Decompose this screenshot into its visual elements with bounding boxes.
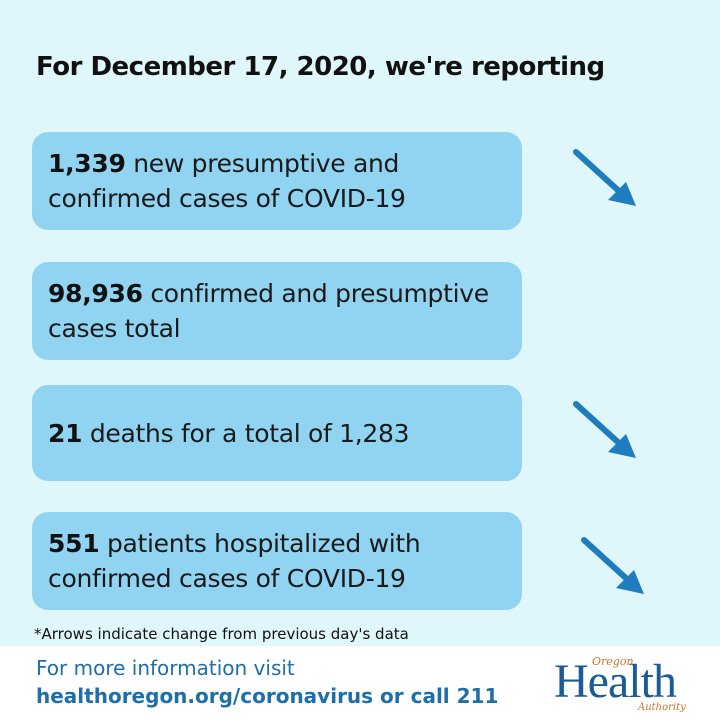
down-arrow-icon: [581, 537, 644, 594]
stat-number: 98,936: [48, 279, 143, 308]
stat-text: 551 patients hospitalized with confirmed…: [48, 526, 512, 596]
stat-card-new-cases: 1,339 new presumptive and confirmed case…: [32, 132, 522, 230]
footer-info-text: For more information visit: [36, 656, 295, 680]
footer: For more information visit healthoregon.…: [0, 646, 720, 720]
logo-authority-word: Authority: [638, 702, 686, 713]
stat-number: 1,339: [48, 149, 126, 178]
stat-text: 21 deaths for a total of 1,283: [48, 416, 410, 451]
stat-description: deaths for a total of 1,283: [82, 418, 410, 448]
stat-number: 21: [48, 418, 83, 448]
down-arrow-icon: [573, 401, 636, 458]
logo-health-word: Health: [554, 655, 677, 708]
stat-card-deaths: 21 deaths for a total of 1,283: [32, 385, 522, 481]
page-title: For December 17, 2020, we're reporting: [36, 52, 605, 82]
oregon-health-authority-logo: Health Oregon Authority: [552, 650, 702, 716]
stat-description: confirmed and presumptive cases total: [48, 279, 489, 343]
logo-oregon-word: Oregon: [592, 655, 634, 668]
stat-card-total-cases: 98,936 confirmed and presumptive cases t…: [32, 262, 522, 360]
down-arrow-icon: [573, 149, 636, 206]
stat-card-hospitalized: 551 patients hospitalized with confirmed…: [32, 512, 522, 610]
stat-description: new presumptive and confirmed cases of C…: [48, 149, 406, 213]
stat-description: patients hospitalized with confirmed cas…: [48, 529, 421, 593]
stat-text: 98,936 confirmed and presumptive cases t…: [48, 276, 512, 346]
footer-link-text: healthoregon.org/coronavirus or call 211: [36, 684, 499, 708]
stat-number: 551: [48, 529, 100, 558]
footnote: *Arrows indicate change from previous da…: [34, 625, 409, 643]
stat-text: 1,339 new presumptive and confirmed case…: [48, 146, 512, 216]
